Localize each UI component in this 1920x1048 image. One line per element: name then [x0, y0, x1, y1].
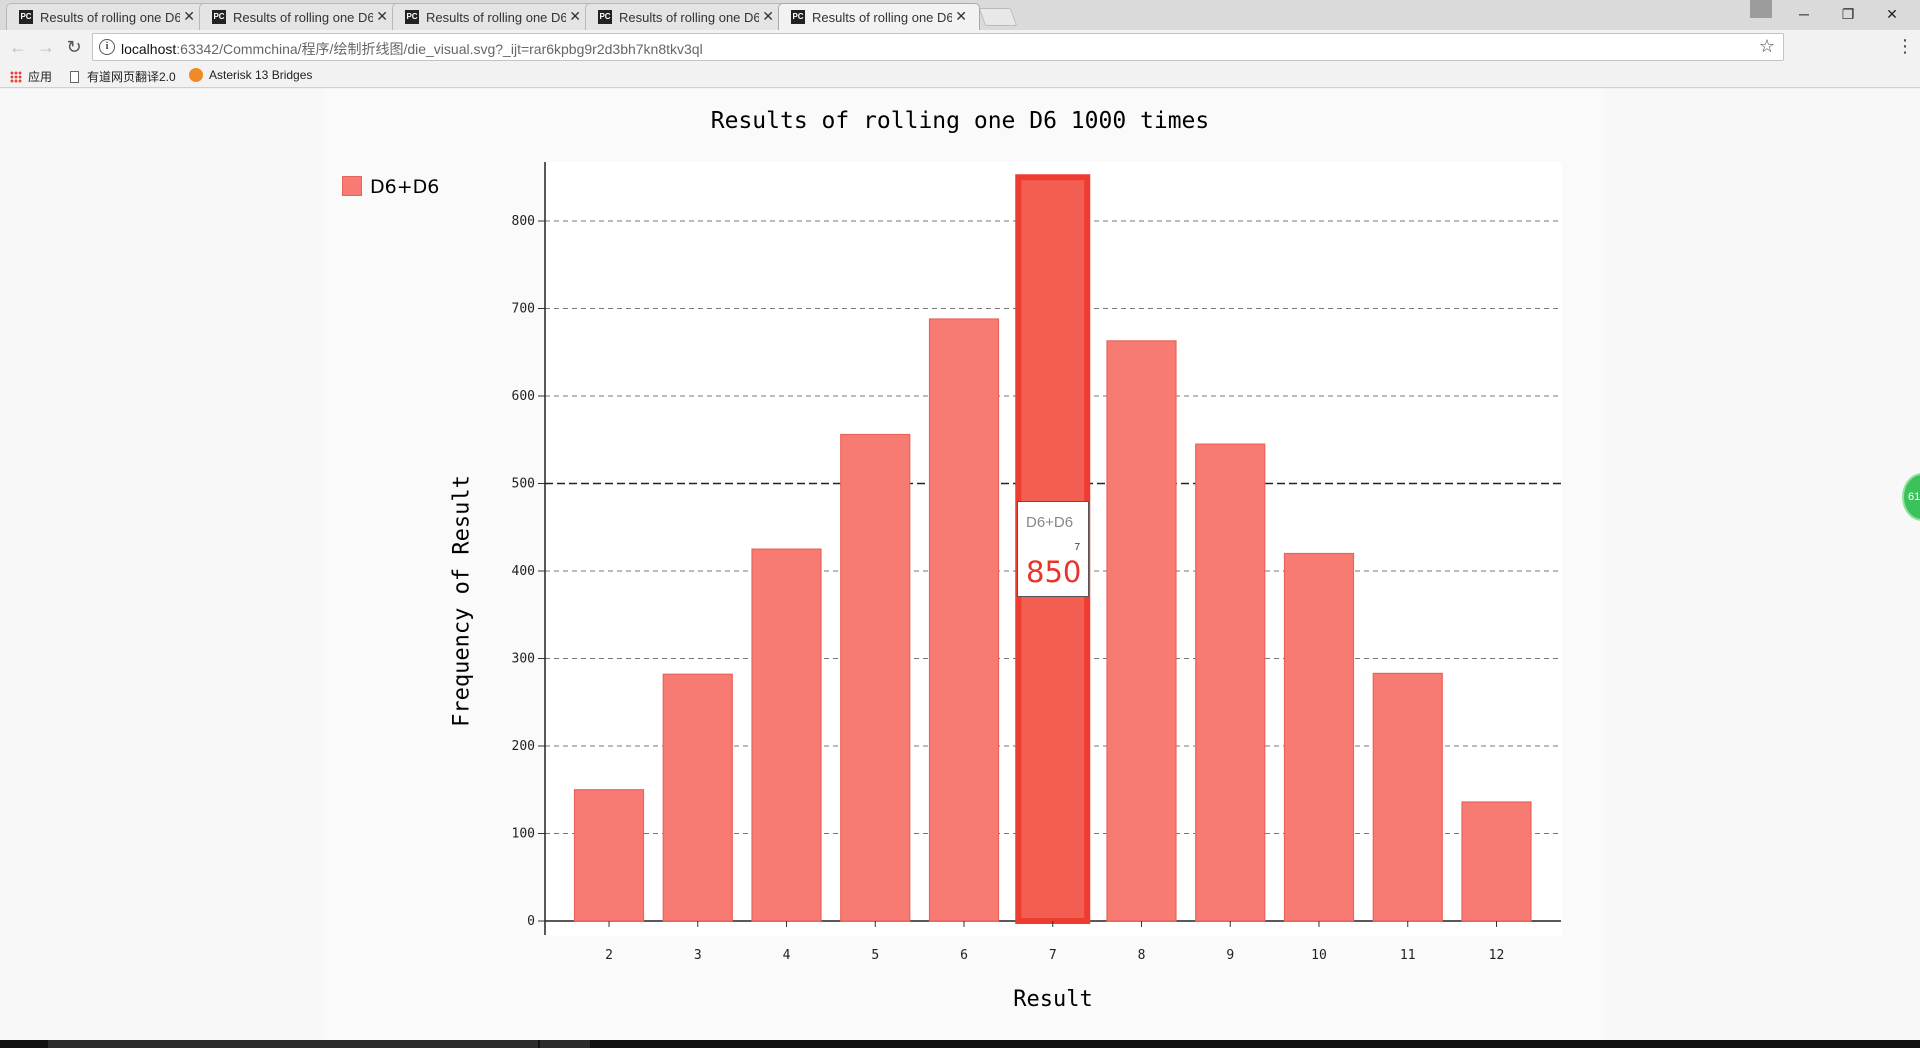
- apps-grid-icon: [10, 71, 22, 83]
- x-tick-label: 11: [1400, 948, 1416, 963]
- legend-item[interactable]: D6+D6: [342, 176, 439, 198]
- page-content: Results of rolling one D6 1000 times D6+…: [0, 89, 1920, 1040]
- bar: [573, 789, 645, 922]
- x-tick-label: 2: [605, 948, 613, 963]
- bookmark-youdao[interactable]: 有道网页翻译2.0: [70, 68, 176, 85]
- bar: [928, 318, 1000, 922]
- x-tick-label: 6: [960, 948, 968, 963]
- bookmark-asterisk[interactable]: Asterisk 13 Bridges: [189, 68, 312, 82]
- info-icon[interactable]: i: [99, 39, 115, 55]
- taskbar-item[interactable]: [48, 1040, 538, 1048]
- x-tick-label: 3: [694, 948, 702, 963]
- url-path: :63342/Commchina/程序/绘制折线图/die_visual.svg…: [176, 41, 703, 57]
- x-tick-label: 5: [871, 948, 879, 963]
- url-host: localhost: [121, 41, 177, 57]
- legend-swatch: [342, 176, 362, 196]
- x-tick-label: 4: [783, 948, 791, 963]
- legend-label: D6+D6: [370, 176, 440, 198]
- bar: [840, 433, 911, 922]
- y-tick-label: 100: [512, 827, 535, 842]
- pycharm-favicon-icon: PC: [19, 10, 33, 24]
- tab-title: Results of rolling one D6 1000 times: [812, 10, 952, 25]
- tooltip-series: D6+D6: [1026, 514, 1074, 531]
- bookmark-label: Asterisk 13 Bridges: [209, 68, 313, 82]
- forward-icon[interactable]: →: [37, 37, 55, 57]
- browser-tab[interactable]: PC Results of rolling one D6 1000 times …: [6, 3, 208, 30]
- menu-icon[interactable]: ⋮: [1896, 36, 1914, 56]
- x-tick-label: 10: [1311, 948, 1327, 963]
- bookmark-label: 应用: [28, 70, 53, 84]
- close-icon[interactable]: ✕: [183, 8, 195, 24]
- browser-toolbar: ← → ↻ i localhost:63342/Commchina/程序/绘制折…: [0, 30, 1920, 64]
- bar: [1195, 443, 1266, 922]
- x-tick-label: 12: [1489, 948, 1505, 963]
- bar: [1106, 340, 1177, 922]
- browser-tab-active[interactable]: PC Results of rolling one D6 1000 times …: [778, 3, 980, 30]
- page-icon: [70, 71, 79, 83]
- bookmark-apps[interactable]: 应用: [10, 68, 52, 85]
- bookmark-star-icon[interactable]: ☆: [1758, 36, 1775, 56]
- x-axis-label: Result: [1013, 987, 1093, 1012]
- chart-title: Results of rolling one D6 1000 times: [710, 108, 1210, 134]
- tab-title: Results of rolling one D6 1000 times: [233, 10, 373, 25]
- tab-title: Results of rolling one D6 1000 times: [40, 10, 180, 25]
- close-icon[interactable]: ✕: [569, 8, 581, 24]
- close-icon[interactable]: ✕: [376, 8, 388, 24]
- browser-tab[interactable]: PC Results of rolling one D6 1000 times …: [585, 3, 787, 30]
- bar: [751, 548, 822, 922]
- tab-strip: PC Results of rolling one D6 1000 times …: [0, 0, 1920, 30]
- chart-tooltip: D6+D6 7 850: [1017, 501, 1089, 597]
- close-icon[interactable]: ✕: [955, 8, 967, 24]
- address-bar[interactable]: i localhost:63342/Commchina/程序/绘制折线图/die…: [92, 33, 1784, 61]
- y-tick-label: 200: [512, 739, 535, 754]
- taskbar-item[interactable]: [540, 1040, 590, 1048]
- asterisk-icon: [189, 68, 203, 82]
- restore-icon[interactable]: ❐: [1841, 6, 1855, 22]
- reload-icon[interactable]: ↻: [66, 37, 82, 57]
- profile-icon[interactable]: [1750, 0, 1772, 18]
- y-tick-label: 400: [512, 564, 535, 579]
- x-tick-label: 8: [1138, 948, 1146, 963]
- bar: [1283, 552, 1355, 922]
- y-tick-label: 500: [512, 477, 535, 492]
- tab-title: Results of rolling one D6 1000 times: [619, 10, 759, 25]
- bar: [1461, 801, 1532, 922]
- tooltip-category: 7: [1074, 542, 1080, 553]
- minimize-icon[interactable]: ─: [1799, 6, 1809, 22]
- close-window-icon[interactable]: ✕: [1886, 6, 1898, 22]
- browser-tab[interactable]: PC Results of rolling one D6 1000 times …: [199, 3, 401, 30]
- new-tab-button[interactable]: [978, 8, 1018, 26]
- x-tick-label: 7: [1049, 948, 1057, 963]
- pycharm-favicon-icon: PC: [212, 10, 226, 24]
- y-tick-label: 0: [527, 914, 535, 929]
- bookmarks-bar: 应用 有道网页翻译2.0 Asterisk 13 Bridges: [0, 64, 1920, 88]
- close-icon[interactable]: ✕: [762, 8, 774, 24]
- bookmark-label: 有道网页翻译2.0: [87, 70, 176, 84]
- tooltip-value: 850: [1026, 555, 1082, 589]
- y-tick-label: 700: [512, 302, 535, 317]
- back-icon[interactable]: ←: [9, 37, 27, 57]
- y-tick-label: 600: [512, 389, 535, 404]
- url-text: localhost:63342/Commchina/程序/绘制折线图/die_v…: [121, 39, 703, 59]
- browser-tab[interactable]: PC Results of rolling one D6 1000 times …: [392, 3, 594, 30]
- x-tick-label: 9: [1226, 948, 1234, 963]
- bar: [1372, 672, 1443, 922]
- pycharm-favicon-icon: PC: [405, 10, 419, 24]
- bar: [662, 673, 733, 922]
- bar-chart: 0 100 200 300 400 500 600 700 800 2 3 4 5 6 7 8 9 10 11 12: [512, 162, 1561, 963]
- y-tick-label: 800: [512, 214, 535, 229]
- pycharm-favicon-icon: PC: [791, 10, 805, 24]
- y-tick-label: 300: [512, 652, 535, 667]
- taskbar: [0, 1040, 1920, 1048]
- tab-title: Results of rolling one D6 1000 times: [426, 10, 566, 25]
- pycharm-favicon-icon: PC: [598, 10, 612, 24]
